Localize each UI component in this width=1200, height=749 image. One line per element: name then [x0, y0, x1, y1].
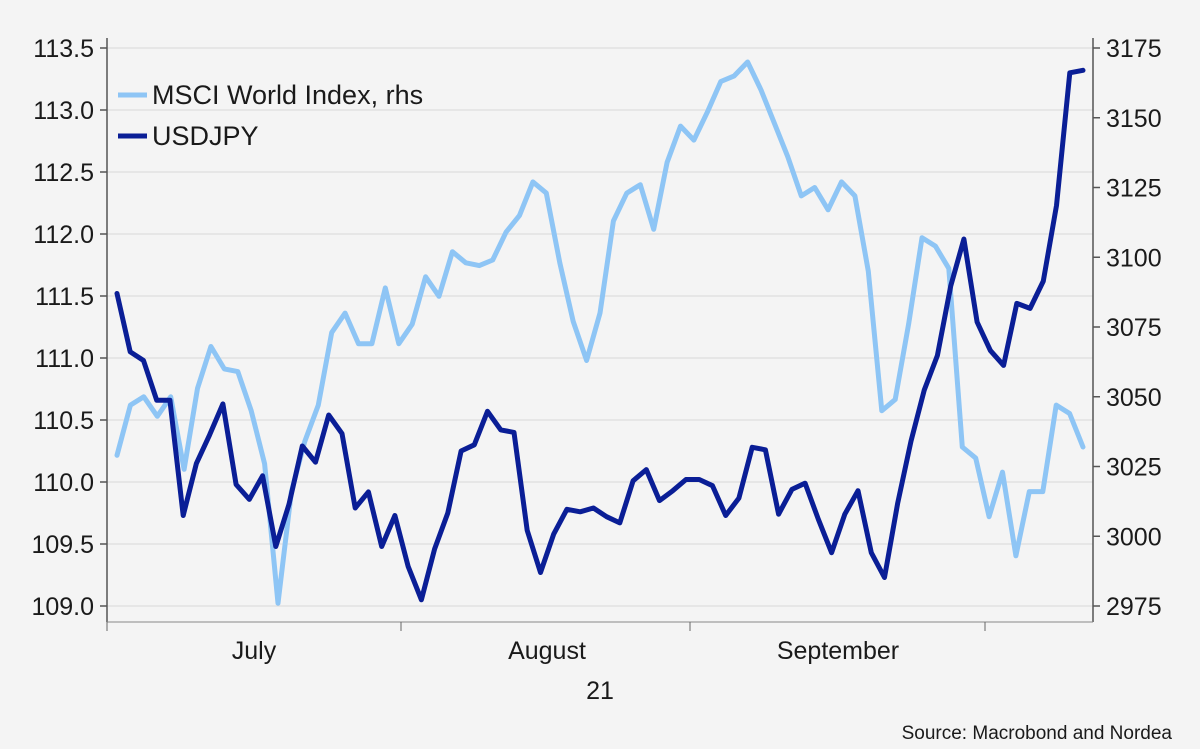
x-axis-year-label: 21 — [586, 677, 614, 705]
x-tick-label: August — [508, 637, 586, 665]
left-axis-ticks: 109.0 109.5 110.0 110.5 111.0 111.5 112.0 112.5… — [31, 35, 107, 621]
series-line-usdjpy — [114, 67, 1086, 603]
x-axis-ticks: July August September — [106, 622, 986, 665]
left-tick-label: 110.5 — [33, 407, 94, 435]
right-tick-label: 3100 — [1106, 244, 1162, 272]
legend-label-usdjpy: USDJPY — [152, 121, 259, 151]
legend: MSCI World Index, rhs USDJPY — [118, 80, 423, 151]
x-tick-label: July — [232, 637, 277, 665]
left-tick-label: 113.0 — [33, 97, 94, 125]
right-tick-label: 3050 — [1106, 384, 1162, 412]
left-tick-label: 111.5 — [35, 283, 94, 311]
right-tick-label: 2975 — [1106, 593, 1162, 621]
right-tick-label: 3125 — [1106, 175, 1162, 203]
source-note: Source: Macrobond and Nordea — [902, 723, 1173, 744]
series-lines — [114, 59, 1086, 606]
left-tick-label: 109.0 — [31, 593, 94, 621]
series-line-msci-world-index — [114, 59, 1086, 606]
right-tick-label: 3150 — [1106, 105, 1162, 133]
right-tick-label: 3000 — [1106, 523, 1162, 551]
right-tick-label: 3175 — [1106, 35, 1162, 63]
left-tick-label: 113.5 — [33, 35, 94, 63]
x-tick-label: September — [777, 637, 899, 665]
right-tick-label: 3025 — [1106, 454, 1162, 482]
left-tick-label: 111.0 — [35, 345, 94, 373]
left-tick-label: 109.5 — [31, 531, 94, 559]
left-tick-label: 112.5 — [33, 159, 94, 187]
right-tick-label: 3075 — [1106, 314, 1162, 342]
left-tick-label: 110.0 — [33, 469, 94, 497]
left-tick-label: 112.0 — [33, 221, 94, 249]
legend-label-msci: MSCI World Index, rhs — [152, 80, 423, 110]
right-axis-ticks: 2975 3000 3025 3050 3075 3100 3125 3150 3175 — [1093, 35, 1162, 621]
